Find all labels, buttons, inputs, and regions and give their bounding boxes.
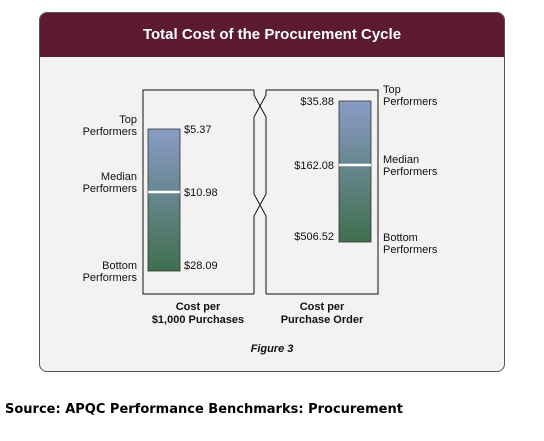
left-panel-frame: [142, 89, 254, 295]
left-panel-break: [253, 90, 261, 294]
title-bar: Total Cost of the Procurement Cycle: [40, 13, 504, 57]
category-label-2: Purchase Order: [281, 314, 364, 326]
category-label-2: Cost per: [300, 301, 345, 313]
chart-plot: $5.37 $10.98 $28.09 $35.88 $162.08 $506.52 Top…: [83, 84, 438, 355]
tier-label-top-left: Performers: [83, 126, 138, 138]
tier-label-median-right: Performers: [383, 166, 438, 178]
right-panel-break: [259, 90, 267, 294]
tier-label-median-left: Median: [101, 171, 137, 183]
value-label-bottom-1: $28.09: [184, 260, 218, 272]
source-caption: Source: APQC Performance Benchmarks: Pro…: [5, 402, 403, 417]
tier-label-bottom-right: Performers: [383, 244, 438, 256]
category-label-1: $1,000 Purchases: [152, 314, 244, 326]
chart-frame: Total Cost of the Procurement Cycle $5.3…: [39, 12, 505, 372]
tier-label-top-left: Top: [119, 114, 137, 126]
tier-label-top-right: Top: [383, 84, 401, 96]
value-label-median-2: $162.08: [294, 160, 334, 172]
value-label-bottom-2: $506.52: [294, 231, 334, 243]
tier-label-top-right: Performers: [383, 96, 438, 108]
tier-label-median-left: Performers: [83, 183, 138, 195]
bar-series-2: [338, 100, 372, 243]
tier-label-bottom-left: Performers: [83, 272, 138, 284]
category-label-1: Cost per: [176, 301, 221, 313]
value-label-median-1: $10.98: [184, 187, 218, 199]
chart-title: Total Cost of the Procurement Cycle: [142, 26, 402, 43]
tier-label-median-right: Median: [383, 154, 419, 166]
tier-label-bottom-right: Bottom: [383, 232, 418, 244]
value-label-top-1: $5.37: [184, 124, 212, 136]
bar-series-1: [147, 128, 181, 272]
tier-label-bottom-left: Bottom: [102, 260, 137, 272]
figure-label: Figure 3: [251, 343, 294, 355]
value-label-top-2: $35.88: [300, 96, 334, 108]
right-panel-frame: [266, 89, 379, 295]
